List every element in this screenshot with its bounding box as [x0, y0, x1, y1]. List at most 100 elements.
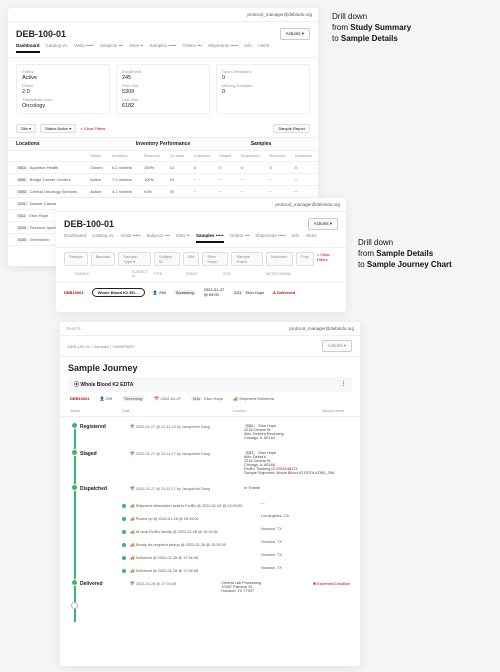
filter-status[interactable]: Status Active ▾ — [40, 124, 76, 133]
seg-9[interactable]: × Clear Filters — [317, 252, 338, 266]
tab-catalog[interactable]: Catalog vs. — [46, 43, 69, 53]
p2-tab-catalog[interactable]: Catalog vs. — [92, 233, 115, 243]
sample-row[interactable]: DEB10001 Whole Blood K2 ED… 👤 298 Screen… — [56, 282, 346, 301]
sample-notification: ⚠ Delivered — [272, 290, 295, 295]
p2-tab-visits[interactable]: Visits ••••• — [121, 233, 141, 243]
dispatch-subevent: 🚚 Shipment information sent to FedEx @ 2… — [126, 500, 350, 513]
filter-site[interactable]: Site ▾ — [16, 124, 36, 133]
table-row[interactable]: 0093Central Oncology ServicesActive4.1 m… — [8, 186, 318, 198]
tab-alerts[interactable]: Alerts — [258, 43, 270, 53]
staged-label: Staged — [80, 451, 122, 475]
nav-tabs: Dashboard Catalog vs. Visits ••••• Subje… — [8, 43, 318, 58]
caption2-line2a: from — [358, 249, 376, 258]
seg-7[interactable]: Delivered — [266, 252, 293, 266]
seg-8[interactable]: Only — [296, 252, 314, 266]
actions-button-2[interactable]: Actions ▾ — [308, 218, 338, 230]
dispatch-subevent: 🚚 Picked up @ 2022-01-28 @ 09:15:00Los A… — [126, 513, 350, 526]
col-event: EVENT — [186, 272, 220, 276]
val-miss: 0 — [222, 89, 304, 95]
seg-1[interactable]: Barcode — [91, 252, 116, 266]
sj-deb: DEB10001 — [70, 396, 90, 401]
sample-deb-id: DEB10001 — [64, 290, 84, 295]
val-last: 6182 — [122, 103, 204, 109]
tab-sites[interactable]: Sites •• — [129, 43, 143, 53]
col-subject: SUBJECT ID — [132, 270, 150, 278]
clear-filters[interactable]: × Clear Filters — [80, 126, 105, 131]
section-inventory: Inventory Performance — [114, 141, 212, 147]
caption1-line2a: from — [332, 23, 350, 32]
caption1-line1: Drill down — [332, 12, 367, 21]
tab-orders[interactable]: Orders ••• — [182, 43, 202, 53]
sample-report-button[interactable]: Sample Report — [273, 124, 310, 133]
tab-dashboard[interactable]: Dashboard — [16, 43, 40, 53]
val-status: Active — [22, 75, 104, 81]
tab-info[interactable]: Info — [244, 43, 252, 53]
dispatched-label: Dispatched — [80, 486, 122, 492]
tab-shipments[interactable]: Shipments ••••• — [208, 43, 238, 53]
user-menu-3[interactable]: protocol_manager@debindo.org — [289, 326, 354, 331]
seg-4[interactable]: Site — [183, 252, 200, 266]
lbl-open: Open Deviations — [222, 69, 304, 74]
sj-col-loc: Location — [232, 409, 312, 413]
caption2-line1: Drill down — [358, 238, 393, 247]
caption2-b1: Sample Details — [376, 249, 433, 258]
col-type: TYPE — [153, 272, 183, 276]
user-menu-2[interactable]: protocol_manager@debindo.org — [275, 202, 340, 207]
sample-date: 2022-01-27 @ 09:00 — [204, 287, 224, 297]
sample-journey-title: Sample Journey — [60, 357, 360, 377]
table-row[interactable]: 0014Appleton HealthClosed6.2 months100%1… — [8, 162, 318, 174]
tab-samples[interactable]: Samples ••••• — [150, 43, 177, 53]
breadcrumb[interactable]: DEB-100-01 / Samples / YW90PWRY — [68, 344, 135, 349]
p2-tab-sites[interactable]: Sites •• — [176, 233, 190, 243]
card-deviations: Open Deviations 0 Missing Samples 0 — [216, 64, 310, 114]
seg-5[interactable]: Eton Hope — [202, 252, 228, 266]
sj-col-date: Date — [122, 409, 222, 413]
sample-subject: 👤 298 — [153, 290, 166, 295]
table-row[interactable]: 0061Bridge Cancer CentersActive7.0 month… — [8, 174, 318, 186]
tab-subjects[interactable]: Subjects ••• — [100, 43, 123, 53]
dispatch-subevent: 🚚 Ready for recipient pickup @ 2022-01-2… — [126, 539, 350, 552]
sample-journey-panel: Search… protocol_manager@debindo.org DEB… — [60, 322, 360, 666]
user-menu[interactable]: protocol_manager@debindo.org — [247, 12, 312, 17]
caption1-b2: Sample Details — [341, 34, 398, 43]
seg-2[interactable]: Sample Type ▾ — [118, 252, 150, 266]
p2-tab-orders[interactable]: Orders ••• — [230, 233, 250, 243]
lbl-first: First Visit — [122, 83, 204, 88]
p2-tab-alerts[interactable]: Alerts — [305, 233, 317, 243]
search-input[interactable]: Search… — [66, 326, 85, 331]
caption2-b2: Sample Journey Chart — [367, 260, 452, 269]
seg-6[interactable]: Sample Event — [231, 252, 262, 266]
event-registered: Registered 📅 2022-01-27 @ 12:11:13 by Ja… — [80, 421, 350, 448]
event-delivered: Delivered 📅 2022-01-28 @ 17:04:08 Centra… — [80, 578, 350, 601]
lbl-miss: Missing Samples — [222, 83, 304, 88]
section-locations: Locations — [16, 141, 114, 147]
col-sample: SAMPLE — [75, 272, 129, 276]
sample-pill[interactable]: Whole Blood K2 ED… — [92, 288, 145, 297]
val-first: 5309 — [122, 89, 204, 95]
card-status: Status Active Phase 2.0 Therapeutic Area… — [16, 64, 110, 114]
lbl-status: Status — [22, 69, 104, 74]
actions-button[interactable]: Actions ▾ — [280, 28, 310, 40]
sj-site: 0111Eton Hope — [191, 396, 223, 401]
val-area: Oncology — [22, 103, 104, 109]
event-dispatched: Dispatched 📅 2022-01-27 @ 13:11:17 by Ja… — [80, 483, 350, 500]
p2-tab-info[interactable]: Info — [292, 233, 300, 243]
p2-tab-subjects[interactable]: Subjects ••• — [146, 233, 169, 243]
dispatch-subevent: 🚚 Delivered @ 2022-01-28 @ 17:04:08Houst… — [126, 565, 350, 578]
sample-name-header: ⦿ Whole Blood K2 EDTA⋮ — [68, 377, 352, 392]
p2-tab-dashboard[interactable]: Dashboard — [64, 233, 86, 243]
seg-0[interactable]: Sample — [64, 252, 88, 266]
lbl-last: Last Visit — [122, 97, 204, 102]
seg-3[interactable]: Subject ID — [154, 252, 180, 266]
sj-col-alerts: Sample Alerts — [322, 409, 344, 413]
caption1-b1: Study Summary — [350, 23, 411, 32]
actions-button-3[interactable]: Actions ▾ — [322, 340, 352, 352]
col-site: SITE — [223, 272, 263, 276]
study-id-title: DEB-100-01 — [16, 29, 66, 39]
p2-tab-samples[interactable]: Samples ••••• — [196, 233, 224, 243]
sample-details-panel: protocol_manager@debindo.org DEB-100-01 … — [56, 198, 346, 312]
section-samples: Samples — [212, 141, 310, 147]
p2-tab-shipments[interactable]: Shipments ••••• — [255, 233, 285, 243]
tab-visits[interactable]: Visits ••••• — [74, 43, 94, 53]
caption2-line3a: to — [358, 260, 367, 269]
